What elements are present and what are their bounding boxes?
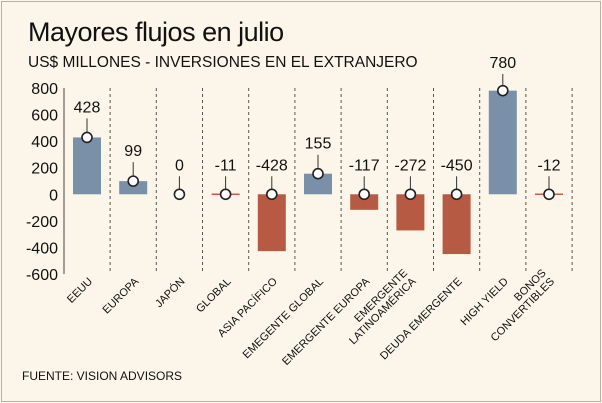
category-label-line: EMEGENTE GLOBAL [241, 276, 326, 361]
category-label: BONOSCONVERTIBLES [480, 267, 557, 344]
category-label: EEUU [65, 276, 95, 306]
bar [488, 90, 517, 195]
bar [257, 194, 286, 252]
category-label-line: EEUU [65, 276, 95, 306]
category-label-line: GLOBAL [194, 276, 234, 316]
bar [396, 194, 425, 231]
value-label: -428 [256, 157, 288, 174]
y-tick-label: -400 [26, 240, 58, 257]
category-label: EUROPA [101, 275, 142, 316]
source-note: FUENTE: VISION ADVISORS [22, 369, 183, 383]
value-marker [127, 175, 139, 187]
y-tick-label: 600 [31, 108, 58, 125]
value-marker [81, 131, 93, 144]
category-label: JAPÓN [152, 275, 187, 310]
category-label: GLOBAL [194, 276, 234, 316]
bar [350, 194, 379, 210]
value-label: 780 [489, 55, 516, 72]
value-label: 428 [74, 99, 101, 116]
value-marker [358, 188, 371, 201]
chart-subtitle: US$ MILLONES - INVERSIONES EN EL EXTRANJ… [28, 54, 418, 71]
category-label-line: JAPÓN [152, 275, 187, 310]
y-tick-label: -600 [26, 267, 58, 284]
value-marker [219, 188, 232, 201]
value-marker [173, 188, 186, 201]
value-marker [404, 188, 417, 201]
value-marker [450, 188, 463, 201]
category-label: EMEGENTE GLOBAL [241, 276, 326, 361]
value-label: 155 [305, 136, 332, 153]
bar [73, 137, 101, 195]
value-label: -117 [349, 157, 380, 174]
value-label: 99 [124, 143, 142, 160]
value-label: -12 [537, 157, 560, 174]
y-tick-label: 400 [31, 134, 58, 151]
value-marker [543, 188, 555, 201]
value-label: -272 [394, 157, 426, 174]
y-tick-label: 0 [49, 187, 58, 204]
y-tick-label: 800 [31, 81, 58, 98]
bar [119, 181, 148, 195]
value-marker [496, 84, 509, 97]
value-marker [312, 167, 324, 180]
category-label-line: EUROPA [101, 275, 142, 316]
y-tick-label: 200 [31, 161, 58, 178]
value-label: 0 [175, 157, 184, 174]
value-label: -450 [441, 157, 473, 174]
bar [442, 194, 471, 255]
bar [304, 173, 332, 195]
value-label: -11 [215, 157, 237, 174]
chart-title: Mayores flujos en julio [28, 17, 284, 47]
value-marker [265, 188, 278, 201]
y-tick-label: -200 [26, 214, 58, 231]
